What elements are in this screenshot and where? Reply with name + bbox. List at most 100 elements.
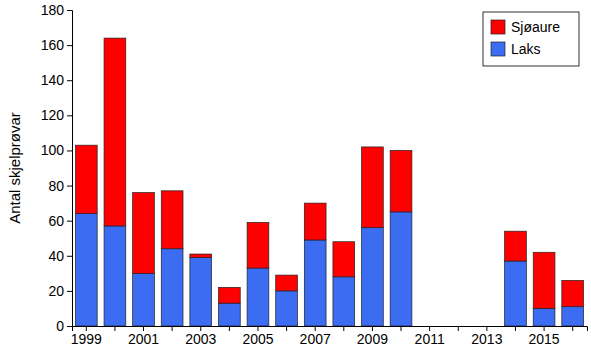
bar — [133, 193, 155, 274]
bar — [75, 214, 97, 326]
bar — [104, 226, 126, 326]
y-tick-mark — [67, 291, 72, 292]
y-tick: 40 — [48, 248, 72, 264]
y-tick-label: 80 — [48, 178, 64, 194]
x-tick-mark — [286, 326, 287, 331]
x-tick-label: 2015 — [529, 331, 560, 347]
bar — [218, 287, 240, 303]
x-tick-mark — [515, 326, 516, 331]
x-tick-label: 2005 — [242, 331, 273, 347]
x-tick-mark — [458, 326, 459, 331]
legend: SjøaureLaks — [483, 12, 579, 66]
x-tick: 2009 — [357, 326, 388, 347]
bar — [505, 261, 527, 326]
bar — [304, 240, 326, 326]
y-tick-mark — [67, 10, 72, 11]
legend-frame — [483, 12, 579, 66]
y-tick-mark — [67, 326, 72, 327]
x-tick: 1999 — [71, 326, 102, 347]
bar — [390, 150, 412, 211]
x-tick: 2005 — [242, 326, 273, 347]
y-tick: 20 — [48, 283, 72, 299]
bar — [190, 254, 212, 258]
y-axis-title: Antal skjelprøvar — [6, 112, 23, 224]
y-tick-mark — [67, 115, 72, 116]
x-tick — [458, 326, 459, 331]
bar — [276, 275, 298, 291]
x-tick — [515, 326, 516, 331]
bar — [362, 147, 384, 228]
x-axis: 1999 2001 2003 2005 2007 2009 2011 2013 2015 — [71, 326, 588, 347]
bar — [533, 308, 555, 326]
x-tick — [114, 326, 115, 331]
bar — [333, 277, 355, 326]
x-tick — [572, 326, 573, 331]
x-tick — [229, 326, 230, 331]
y-tick-mark — [67, 221, 72, 222]
bar — [304, 203, 326, 240]
chart: 0 20 40 60 80 100 120 140 160 180 1999 2001 2003 2005… — [0, 0, 591, 361]
bars — [75, 38, 583, 326]
y-tick-mark — [67, 80, 72, 81]
x-tick-mark — [572, 326, 573, 331]
bar — [276, 291, 298, 326]
x-tick-label: 2013 — [471, 331, 502, 347]
x-tick: 2007 — [300, 326, 331, 347]
bar — [247, 268, 269, 326]
y-tick: 80 — [48, 178, 72, 194]
y-tick-label: 140 — [41, 72, 65, 88]
y-tick-label: 20 — [48, 283, 64, 299]
y-tick: 100 — [41, 142, 72, 158]
y-axis: 0 20 40 60 80 100 120 140 160 180 — [41, 2, 73, 334]
x-tick: 2015 — [529, 326, 560, 347]
bar — [390, 212, 412, 326]
bar — [562, 280, 584, 306]
bar — [362, 228, 384, 326]
x-tick: 2001 — [128, 326, 159, 347]
y-tick-label: 40 — [48, 248, 64, 264]
y-tick-label: 0 — [56, 318, 64, 334]
x-tick-mark — [229, 326, 230, 331]
y-tick: 60 — [48, 213, 72, 229]
x-tick-label: 1999 — [71, 331, 102, 347]
x-tick — [172, 326, 173, 331]
bar — [218, 303, 240, 326]
x-tick-mark — [343, 326, 344, 331]
y-tick-mark — [67, 150, 72, 151]
bar — [161, 249, 183, 326]
legend-swatch — [491, 42, 505, 56]
bar — [533, 252, 555, 308]
x-tick: 2003 — [185, 326, 216, 347]
bar — [247, 222, 269, 268]
bar — [505, 231, 527, 261]
x-tick-label: 2003 — [185, 331, 216, 347]
x-tick-label: 2011 — [415, 331, 445, 347]
x-tick: 2011 — [415, 326, 445, 347]
x-tick-label: 2001 — [128, 331, 159, 347]
x-tick-label: 2009 — [357, 331, 388, 347]
y-axis-line — [67, 11, 73, 327]
legend-swatch — [491, 20, 505, 34]
y-tick-label: 180 — [41, 2, 65, 18]
y-tick-label: 160 — [41, 37, 65, 53]
y-tick: 140 — [41, 72, 72, 88]
bar — [75, 145, 97, 213]
x-tick — [401, 326, 402, 331]
y-tick-label: 60 — [48, 213, 64, 229]
y-tick-mark — [67, 186, 72, 187]
bar — [104, 38, 126, 226]
x-tick: 2013 — [471, 326, 502, 347]
legend-label: Laks — [511, 41, 541, 57]
x-tick — [343, 326, 344, 331]
bar — [161, 191, 183, 249]
bar — [190, 258, 212, 326]
y-tick: 0 — [56, 318, 72, 334]
x-tick-label: 2007 — [300, 331, 331, 347]
x-tick-mark — [401, 326, 402, 331]
y-tick: 180 — [41, 2, 72, 18]
x-tick-mark — [114, 326, 115, 331]
y-tick: 120 — [41, 107, 72, 123]
x-tick — [286, 326, 287, 331]
y-tick-label: 120 — [41, 107, 65, 123]
y-tick: 160 — [41, 37, 72, 53]
